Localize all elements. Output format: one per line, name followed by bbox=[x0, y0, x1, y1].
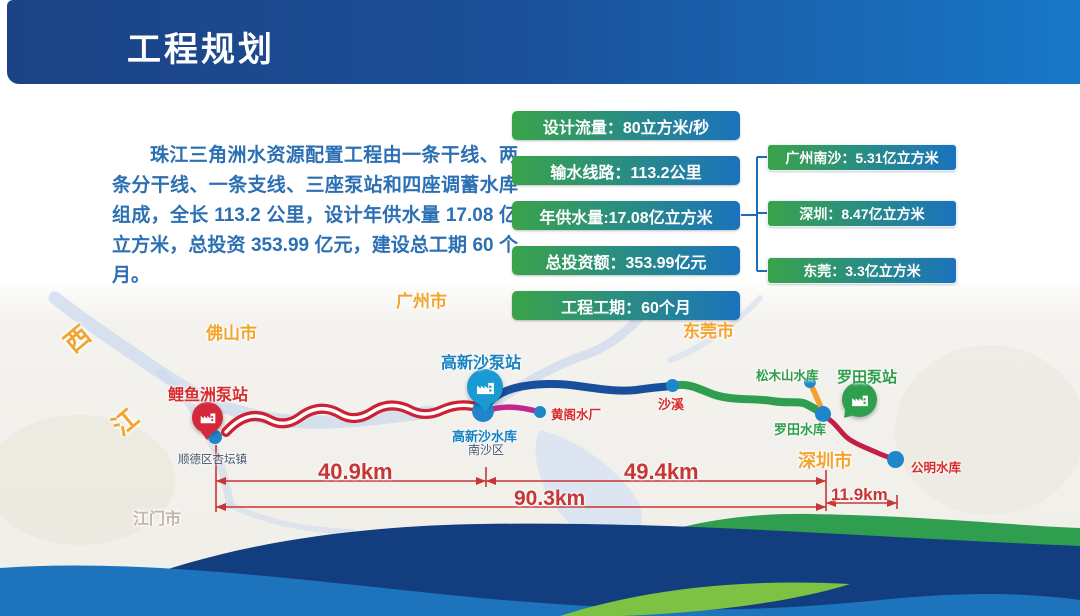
spec-badge-total-investment: 总投资额：353.99亿元 bbox=[512, 246, 740, 275]
alloc-badge-shenzhen: 深圳：8.47亿立方米 bbox=[767, 200, 957, 227]
huangge-plant-dot bbox=[534, 406, 546, 418]
city-label-shenzhen: 深圳市 bbox=[798, 451, 852, 471]
gaoxinsha-pump-marker bbox=[467, 369, 503, 412]
place-label-xingtan: 顺德区杏坛镇 bbox=[178, 454, 247, 466]
marker-pointer bbox=[201, 432, 213, 440]
liyuzhou-pump-marker bbox=[192, 402, 223, 440]
city-label-jiangmen: 江门市 bbox=[133, 511, 182, 528]
pump-station-icon bbox=[200, 413, 215, 424]
place-label-gaoxinsha-reservoir: 高新沙水库 bbox=[452, 429, 518, 444]
spec-badge-pipeline-length: 输水线路：113.2公里 bbox=[512, 156, 740, 185]
place-label-luotian-reservoir: 罗田水库 bbox=[774, 422, 827, 437]
luotian-pump-marker bbox=[839, 382, 877, 422]
page-title: 工程规划 bbox=[127, 31, 275, 69]
city-label-guangzhou: 广州市 bbox=[396, 292, 447, 311]
city-label-foshan: 佛山市 bbox=[206, 324, 257, 343]
marker-pointer bbox=[479, 404, 491, 412]
intro-paragraph: 珠江三角洲水资源配置工程由一条干线、两条分干线、一条支线、三座泵站和四座调蓄水库… bbox=[112, 145, 518, 286]
spec-badge-project-duration: 工程工期：60个月 bbox=[512, 291, 740, 320]
alloc-badge-guangzhou-nansha: 广州南沙：5.31亿立方米 bbox=[767, 144, 957, 171]
station-label-gaoxinsha: 高新沙泵站 bbox=[441, 355, 522, 372]
place-label-huangge: 黄阁水厂 bbox=[551, 408, 602, 422]
distance-label-seg2: 49.4km bbox=[624, 459, 699, 484]
map-background bbox=[0, 276, 1080, 616]
place-label-gongming: 公明水库 bbox=[911, 461, 962, 475]
distance-label-total-west: 90.3km bbox=[514, 487, 586, 510]
pump-station-icon bbox=[476, 382, 494, 394]
spec-badge-annual-supply: 年供水量:17.08亿立方米 bbox=[512, 201, 740, 230]
city-label-dongguan: 东莞市 bbox=[683, 322, 734, 341]
pump-station-icon bbox=[851, 395, 868, 406]
spec-badge-design-flow: 设计流量：80立方米/秒 bbox=[512, 111, 740, 140]
shaxi-node-dot bbox=[666, 379, 679, 392]
distance-label-seg1: 40.9km bbox=[318, 459, 393, 484]
gongming-reservoir-dot bbox=[887, 451, 904, 468]
place-label-shaxi: 沙溪 bbox=[658, 397, 685, 412]
station-label-liyuzhou: 鲤鱼洲泵站 bbox=[168, 387, 249, 404]
distance-label-seg3: 11.9km bbox=[831, 485, 888, 504]
allocation-bracket bbox=[741, 156, 767, 272]
songmushan-reservoir-dot bbox=[804, 376, 816, 388]
station-label-luotian: 罗田泵站 bbox=[837, 369, 898, 386]
header-bar: 工程规划 bbox=[7, 0, 1080, 84]
luotian-reservoir-dot bbox=[815, 406, 831, 422]
place-label-songmushan: 松木山水库 bbox=[756, 369, 819, 383]
place-label-nansha: 南沙区 bbox=[468, 443, 505, 457]
alloc-badge-dongguan: 东莞：3.3亿立方米 bbox=[767, 257, 957, 284]
